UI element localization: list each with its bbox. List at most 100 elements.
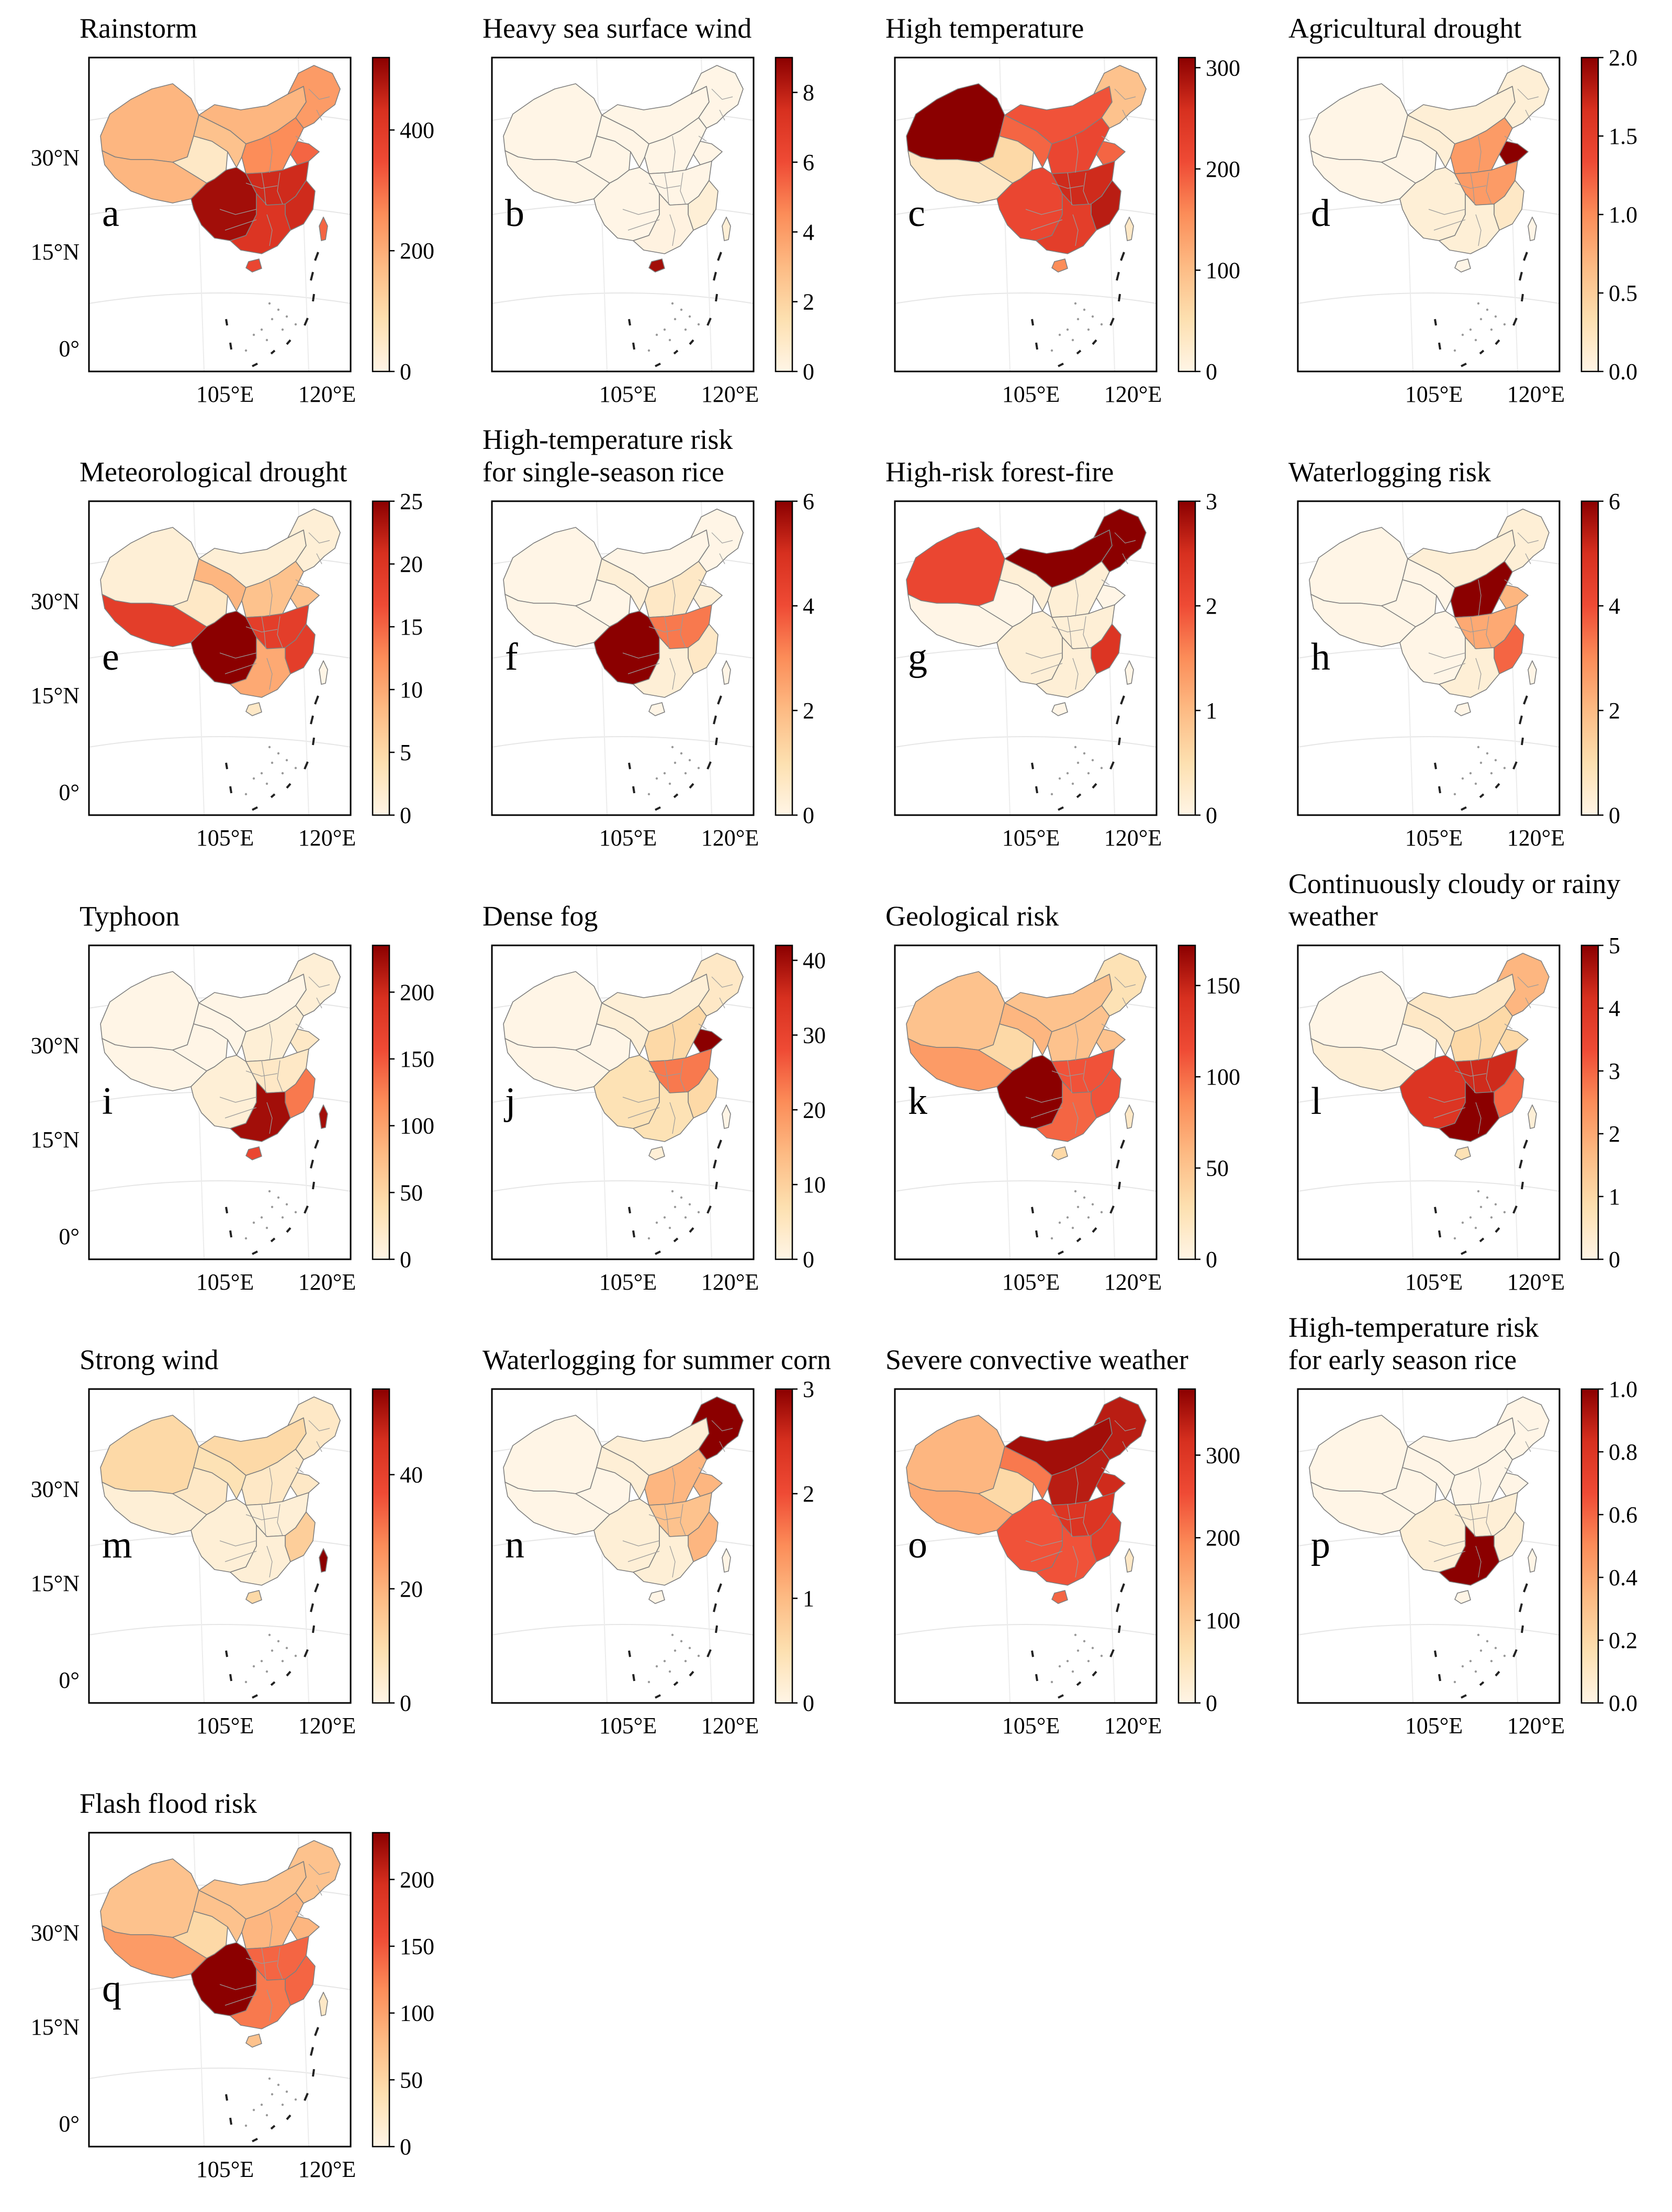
nine-dash-segment (1076, 1681, 1082, 1686)
nine-dash-segment (1461, 363, 1467, 367)
island (697, 766, 700, 770)
nine-dash-segment (225, 1206, 228, 1214)
province-border (1517, 976, 1539, 988)
graticule-line (88, 736, 351, 748)
island (1087, 1216, 1090, 1219)
graticule-line (894, 736, 1157, 748)
nine-dash-segment (715, 1625, 718, 1633)
region-taiwan (722, 660, 731, 685)
island (1050, 349, 1053, 352)
province-border (1067, 1060, 1072, 1093)
island (268, 302, 271, 305)
colorbar-tick-label: 0 (803, 359, 814, 385)
province-border (295, 1023, 304, 1030)
region-northeast (1093, 1396, 1147, 1460)
region-taiwan (1125, 1548, 1134, 1573)
island (277, 1196, 280, 1199)
island (252, 1665, 255, 1668)
nine-dash-segment (689, 339, 694, 345)
nine-dash-segment (1495, 1671, 1500, 1677)
province-border (648, 626, 681, 633)
map-frame (491, 57, 755, 373)
region-south (1439, 193, 1500, 254)
region-northeast (287, 953, 341, 1017)
panel-letter: c (908, 192, 925, 235)
island (271, 1649, 274, 1652)
map-area (1297, 945, 1560, 1260)
region-hainan (245, 258, 262, 273)
nine-dash-segment (1076, 793, 1082, 798)
longitude-label: 105°E (599, 825, 657, 851)
province-border (1122, 109, 1128, 121)
nine-dash-segment (1461, 1694, 1467, 1699)
island (1474, 782, 1477, 785)
nine-dash-segment (312, 737, 315, 746)
nine-dash-segment (717, 252, 722, 261)
panel-q: Flash flood risk q 30°N 15°N 0° 105°E 120°E 0 50… (31, 1788, 434, 2182)
province-border (622, 652, 660, 659)
island (663, 328, 666, 331)
province-border (245, 1958, 278, 1964)
province-border (669, 1102, 676, 1134)
province-border (664, 1060, 669, 1093)
nine-dash-segment (1523, 1583, 1528, 1593)
island (260, 1216, 263, 1219)
map-frame (491, 944, 755, 1260)
island (244, 1237, 248, 1240)
province-border (680, 1504, 686, 1536)
nine-dash-segment (1058, 1694, 1064, 1699)
island (244, 793, 248, 796)
longitude-label: 120°E (1104, 1269, 1162, 1295)
province-border (1525, 109, 1531, 121)
colorbar-tick-label: 2 (803, 1481, 814, 1507)
colorbar-tick-label: 2.0 (1609, 45, 1637, 71)
nine-dash-segment (628, 762, 631, 770)
colorbar-tick-label: 20 (803, 1097, 826, 1123)
nine-dash-segment (713, 1603, 717, 1612)
island (268, 2077, 271, 2080)
island (285, 2090, 288, 2093)
colorbar-tick-label: 150 (1206, 973, 1240, 999)
island (1479, 1205, 1483, 1209)
map-frame (88, 500, 352, 816)
province-border (1101, 579, 1110, 585)
nine-dash-segment (1076, 1237, 1082, 1243)
island (268, 1190, 271, 1193)
latitude-label: 30°N (31, 1920, 80, 1946)
island (655, 777, 658, 780)
colorbar-tick-label: 0.8 (1609, 1439, 1637, 1465)
island (277, 752, 280, 755)
colorbar-tick-label: 4 (803, 593, 814, 619)
island (671, 302, 674, 305)
island (285, 315, 288, 318)
region-south (230, 637, 291, 698)
province-border (219, 1097, 257, 1103)
province-border (1433, 663, 1466, 674)
latitude-label: 0° (59, 780, 80, 805)
region-hainan (245, 702, 262, 716)
province-border (719, 109, 725, 121)
region-south (1036, 637, 1097, 698)
island (1453, 349, 1456, 352)
map-area (491, 945, 754, 1260)
province-border (1475, 1102, 1482, 1134)
panel-letter: a (102, 192, 119, 235)
province-border (269, 136, 273, 173)
nine-dash-segment (1479, 1681, 1485, 1686)
province-border (1470, 616, 1475, 649)
region-taiwan (319, 660, 328, 685)
island (1486, 1196, 1489, 1199)
province-border (669, 214, 676, 246)
longitude-label: 105°E (196, 381, 254, 407)
colorbar-tick-label: 100 (1206, 257, 1240, 283)
colorbar (372, 57, 390, 373)
colorbar (372, 1388, 390, 1704)
province-border (1122, 553, 1128, 565)
province-border (261, 1060, 266, 1093)
panel-title: Waterlogging risk (1288, 456, 1491, 488)
graticule-line (491, 292, 754, 304)
province-border (1517, 532, 1539, 544)
map-area (88, 57, 351, 372)
province-border (1101, 1467, 1110, 1473)
island (1058, 777, 1061, 780)
